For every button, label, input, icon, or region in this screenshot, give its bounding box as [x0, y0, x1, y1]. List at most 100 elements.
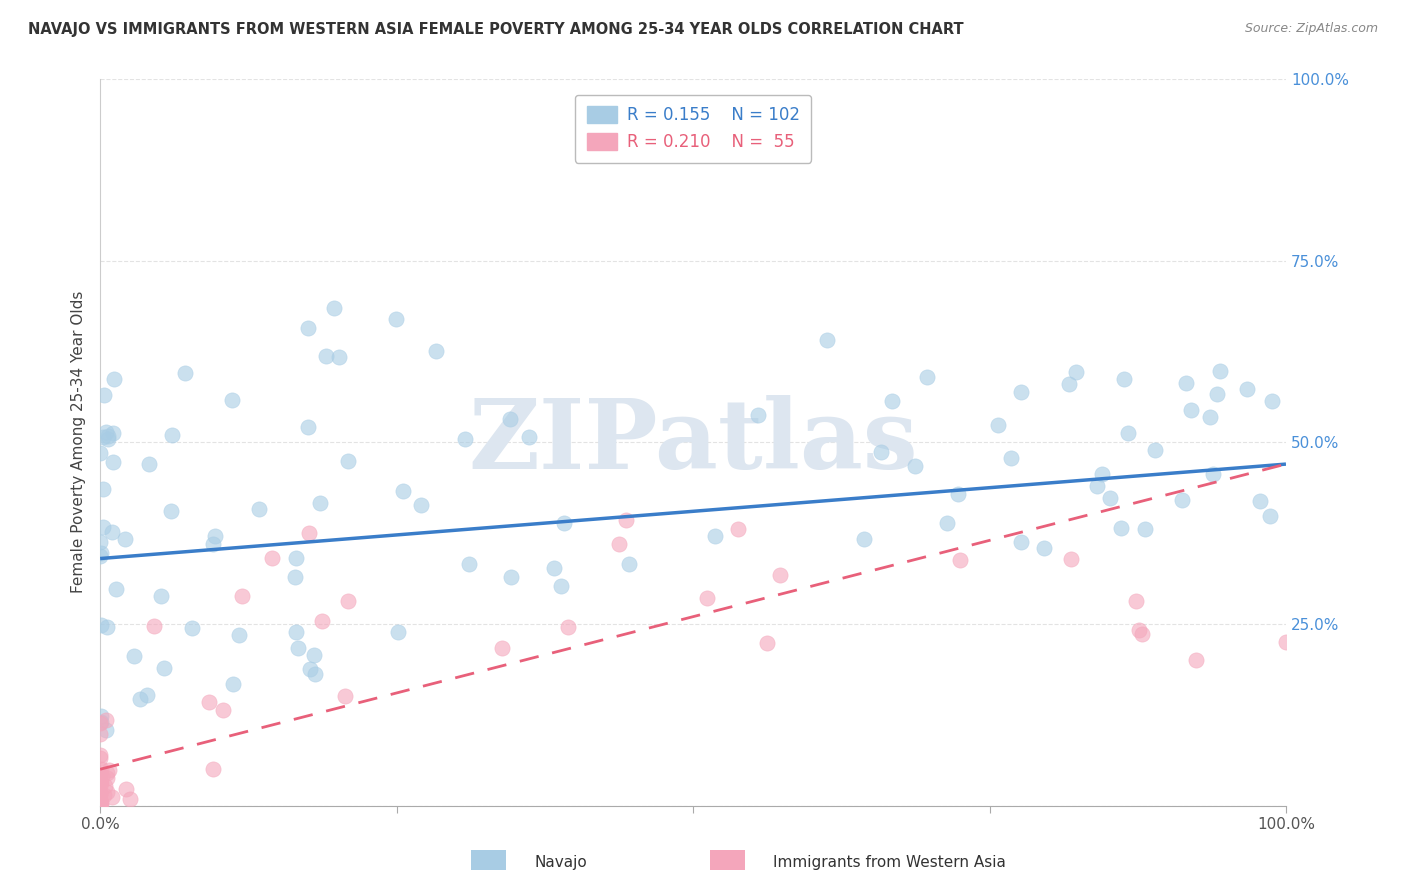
Point: [160, 503, 183, 517]
Point: [315, 349, 337, 363]
Point: [1000, 450, 1022, 465]
Point: [247, 502, 270, 516]
Point: [287, 640, 309, 655]
Point: [120, 792, 142, 806]
Point: [1174, 376, 1197, 391]
Point: [1135, 522, 1157, 536]
Point: [180, 621, 202, 635]
Point: [1060, 551, 1083, 566]
Point: [607, 537, 630, 551]
Point: [614, 513, 637, 527]
Point: [94, 425, 117, 439]
Point: [454, 432, 477, 446]
Point: [1114, 372, 1136, 386]
Point: [853, 532, 876, 546]
Text: NAVAJO VS IMMIGRANTS FROM WESTERN ASIA FEMALE POVERTY AMONG 25-34 YEAR OLDS CORR: NAVAJO VS IMMIGRANTS FROM WESTERN ASIA F…: [28, 22, 963, 37]
Point: [129, 692, 152, 706]
Point: [96, 766, 118, 780]
Point: [882, 394, 904, 409]
Point: [696, 591, 718, 606]
Point: [91, 520, 114, 534]
Text: Source: ZipAtlas.com: Source: ZipAtlas.com: [1244, 22, 1378, 36]
Point: [91, 769, 114, 783]
Point: [304, 667, 326, 681]
Point: [89, 775, 111, 789]
Point: [1098, 491, 1121, 505]
Point: [1085, 479, 1108, 493]
Point: [499, 412, 522, 426]
Point: [517, 430, 540, 444]
Point: [1199, 410, 1222, 425]
Point: [212, 703, 235, 717]
Point: [333, 689, 356, 703]
Point: [201, 762, 224, 776]
Point: [285, 551, 308, 566]
Point: [337, 593, 360, 607]
Point: [815, 333, 838, 347]
Point: [491, 640, 513, 655]
Point: [747, 408, 769, 422]
Point: [89, 798, 111, 813]
Point: [755, 636, 778, 650]
Point: [557, 620, 579, 634]
Point: [91, 482, 114, 496]
Point: [384, 312, 406, 326]
Point: [101, 789, 124, 804]
Point: [89, 772, 111, 787]
Point: [1032, 541, 1054, 556]
Point: [93, 789, 115, 803]
Point: [89, 797, 111, 812]
Point: [1258, 508, 1281, 523]
Point: [1171, 493, 1194, 508]
Point: [457, 558, 479, 572]
Point: [1209, 364, 1232, 378]
Point: [96, 785, 118, 799]
Point: [122, 648, 145, 663]
Point: [93, 388, 115, 402]
Point: [297, 320, 319, 334]
Point: [89, 774, 111, 789]
Point: [298, 662, 321, 676]
Point: [90, 709, 112, 723]
Point: [1274, 635, 1296, 649]
Point: [1109, 521, 1132, 535]
Point: [1010, 385, 1032, 400]
Point: [946, 487, 969, 501]
Point: [1057, 377, 1080, 392]
Point: [1130, 627, 1153, 641]
Point: [90, 796, 112, 810]
Point: [228, 628, 250, 642]
Point: [311, 614, 333, 628]
Point: [98, 763, 121, 777]
Point: [114, 532, 136, 546]
Point: [704, 528, 727, 542]
Point: [501, 570, 523, 584]
Point: [94, 779, 117, 793]
Point: [101, 425, 124, 440]
Point: [94, 713, 117, 727]
Point: [1144, 442, 1167, 457]
Point: [769, 568, 792, 582]
Point: [1185, 653, 1208, 667]
Point: [90, 714, 112, 729]
Point: [90, 546, 112, 560]
Point: [90, 762, 112, 776]
Point: [89, 787, 111, 801]
Point: [1091, 467, 1114, 481]
Point: [173, 366, 195, 380]
Point: [89, 549, 111, 563]
Point: [1261, 393, 1284, 408]
Point: [222, 677, 245, 691]
Point: [1128, 623, 1150, 637]
Point: [409, 498, 432, 512]
Y-axis label: Female Poverty Among 25-34 Year Olds: Female Poverty Among 25-34 Year Olds: [72, 291, 86, 593]
Point: [100, 524, 122, 539]
Point: [221, 393, 243, 408]
Point: [322, 301, 344, 316]
Point: [987, 418, 1010, 433]
Point: [869, 445, 891, 459]
Point: [114, 782, 136, 797]
Point: [150, 589, 173, 603]
Point: [89, 796, 111, 810]
Point: [94, 723, 117, 738]
